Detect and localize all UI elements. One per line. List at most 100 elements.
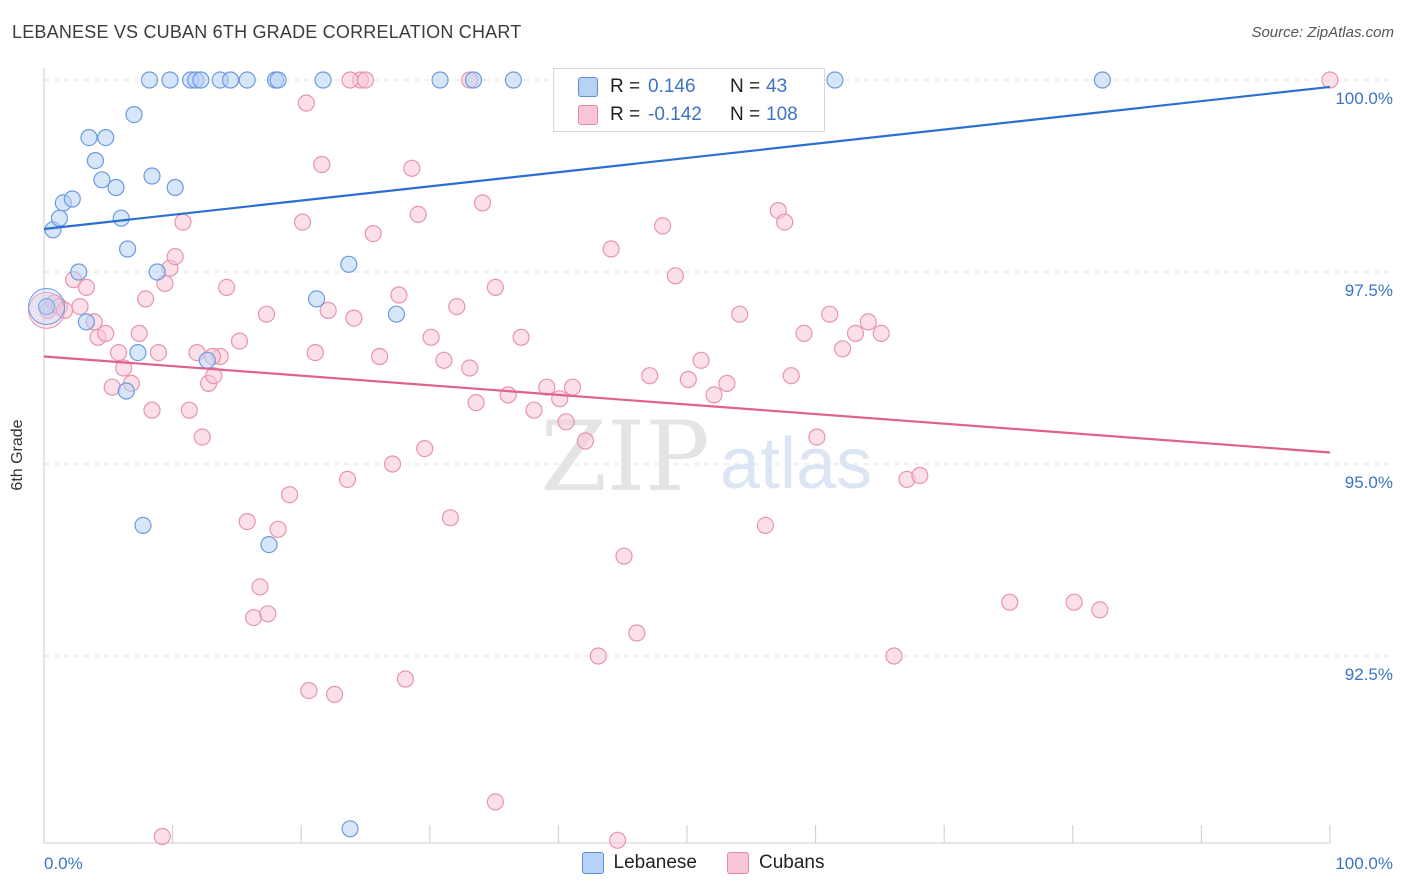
lebanese-point bbox=[504, 71, 523, 89]
cubans-point bbox=[557, 413, 575, 431]
cubans-point bbox=[356, 71, 375, 89]
legend-item-cubans[interactable]: Cubans bbox=[726, 852, 824, 874]
cubans-point bbox=[326, 685, 344, 704]
x-tick-label: 0.0% bbox=[44, 854, 83, 873]
cubans-point bbox=[551, 390, 569, 408]
grid-lines bbox=[44, 79, 1390, 657]
cubans-point bbox=[319, 301, 337, 319]
cubans-point bbox=[731, 305, 749, 323]
cubans-point bbox=[776, 213, 794, 231]
cubans-point bbox=[872, 324, 890, 342]
cubans-r-value: -0.142 bbox=[648, 104, 702, 125]
legend-item-lebanese[interactable]: Lebanese bbox=[581, 852, 697, 874]
cubans-point bbox=[218, 278, 236, 296]
lebanese-point bbox=[221, 71, 240, 89]
cubans-point bbox=[109, 344, 128, 362]
lebanese-trend-line bbox=[43, 85, 1331, 231]
cubans-point bbox=[257, 305, 276, 323]
cubans-point bbox=[692, 351, 710, 369]
lebanese-point bbox=[238, 71, 256, 89]
cubans-point bbox=[364, 225, 382, 243]
cubans-point bbox=[846, 324, 865, 342]
legend-label-lebanese: Lebanese bbox=[613, 852, 697, 873]
cubans-point bbox=[525, 401, 543, 419]
cubans-point bbox=[1001, 593, 1019, 611]
cubans-trend-line bbox=[43, 355, 1331, 454]
cubans-point bbox=[230, 332, 249, 350]
cubans-point bbox=[602, 240, 620, 258]
cubans-point bbox=[153, 827, 171, 846]
lebanese-point bbox=[97, 129, 115, 147]
stats-legend: R = 0.146 N = 43 R = -0.142 N = 108 bbox=[553, 68, 825, 132]
cubans-point bbox=[396, 670, 414, 688]
cubans-point bbox=[174, 213, 192, 231]
cubans-point bbox=[390, 286, 408, 304]
lebanese-cluster-point bbox=[28, 288, 66, 326]
lebanese-swatch bbox=[581, 852, 604, 874]
lebanese-point bbox=[93, 171, 111, 189]
cubans-point bbox=[615, 547, 633, 565]
lebanese-point bbox=[260, 535, 278, 554]
lebanese-point bbox=[77, 313, 96, 331]
cubans-point bbox=[269, 520, 287, 538]
lebanese-point bbox=[129, 344, 147, 362]
cubans-point bbox=[435, 351, 453, 369]
cubans-point bbox=[589, 647, 607, 665]
cubans-point bbox=[718, 374, 736, 392]
lebanese-point bbox=[50, 209, 69, 227]
lebanese-point bbox=[80, 129, 98, 147]
lebanese-point bbox=[387, 305, 405, 323]
cubans-swatch bbox=[578, 105, 598, 125]
lebanese-points bbox=[28, 71, 1112, 838]
cubans-point bbox=[166, 248, 184, 266]
lebanese-point bbox=[112, 209, 130, 227]
cubans-point bbox=[130, 324, 148, 342]
cubans-points bbox=[28, 71, 1339, 849]
y-tick-label: 100.0% bbox=[1335, 89, 1393, 108]
lebanese-point bbox=[1093, 71, 1112, 89]
cubans-point bbox=[341, 71, 359, 89]
cubans-point bbox=[97, 324, 115, 342]
cubans-point bbox=[238, 512, 256, 531]
source-credit: Source: ZipAtlas.com bbox=[1251, 24, 1394, 41]
cubans-point bbox=[115, 359, 133, 377]
cubans-point bbox=[345, 309, 363, 327]
lebanese-point bbox=[198, 351, 216, 369]
lebanese-point bbox=[192, 71, 210, 89]
lebanese-r-value: 0.146 bbox=[648, 76, 696, 97]
lebanese-point bbox=[269, 71, 287, 89]
cubans-point bbox=[885, 647, 903, 665]
cubans-point bbox=[251, 578, 269, 596]
lebanese-point bbox=[340, 255, 358, 273]
lebanese-point bbox=[314, 71, 332, 89]
cubans-point bbox=[653, 217, 672, 235]
lebanese-point bbox=[140, 71, 159, 89]
cubans-n-value: 108 bbox=[766, 104, 798, 125]
cubans-point bbox=[245, 608, 263, 627]
lebanese-point bbox=[70, 263, 88, 281]
cubans-point bbox=[795, 324, 813, 342]
cubans-point bbox=[300, 681, 318, 700]
cubans-point bbox=[281, 486, 299, 504]
lebanese-point bbox=[166, 178, 184, 197]
cubans-point bbox=[473, 194, 492, 212]
cubans-point bbox=[756, 516, 775, 535]
cubans-point bbox=[576, 432, 595, 450]
n-label: N = bbox=[730, 104, 761, 125]
r-label: R = bbox=[610, 76, 641, 97]
cubans-point bbox=[486, 793, 504, 811]
y-tick-label: 97.5% bbox=[1345, 281, 1393, 300]
tick-labels: 92.5% 95.0% 97.5% 100.0% 0.0% 100.0% bbox=[44, 89, 1393, 873]
cubans-point bbox=[103, 378, 121, 396]
cubans-point bbox=[782, 367, 800, 385]
cubans-point bbox=[679, 370, 697, 389]
cubans-point bbox=[538, 378, 556, 396]
y-tick-label: 92.5% bbox=[1345, 665, 1393, 684]
cubans-point bbox=[180, 401, 198, 419]
lebanese-point bbox=[117, 382, 135, 400]
cubans-point bbox=[705, 386, 723, 404]
cubans-point bbox=[486, 278, 504, 296]
x-tick-label: 100.0% bbox=[1335, 854, 1393, 873]
cubans-point bbox=[297, 94, 315, 112]
lebanese-point bbox=[86, 152, 105, 170]
